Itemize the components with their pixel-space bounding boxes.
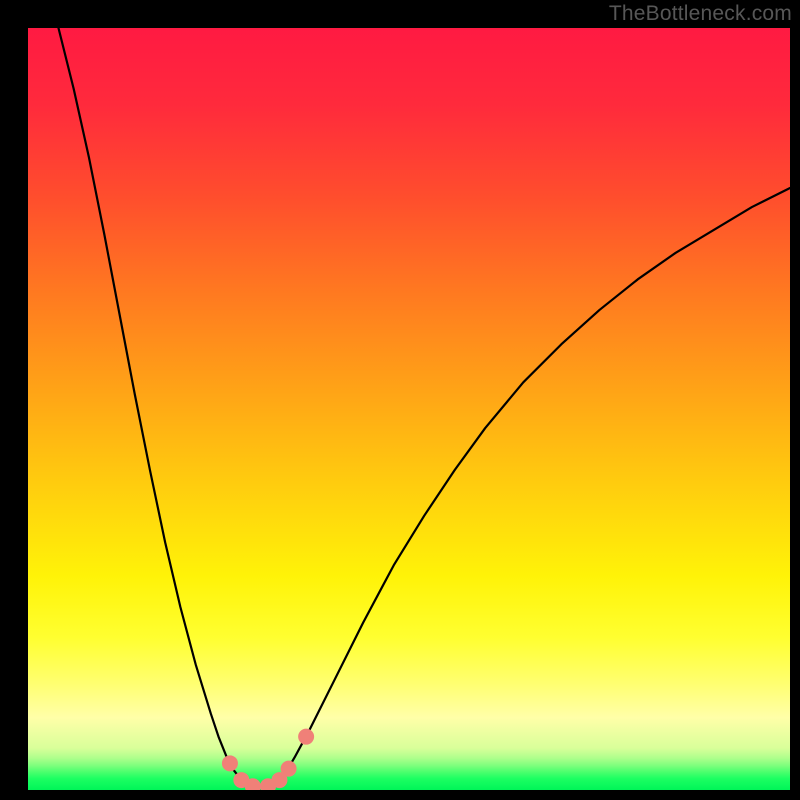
- marker-dot: [281, 761, 296, 776]
- chart-svg: [0, 0, 800, 800]
- chart-stage: TheBottleneck.com: [0, 0, 800, 800]
- gradient-panel: [28, 28, 790, 790]
- marker-dot: [299, 729, 314, 744]
- marker-dot: [245, 779, 260, 794]
- marker-dot: [222, 756, 237, 771]
